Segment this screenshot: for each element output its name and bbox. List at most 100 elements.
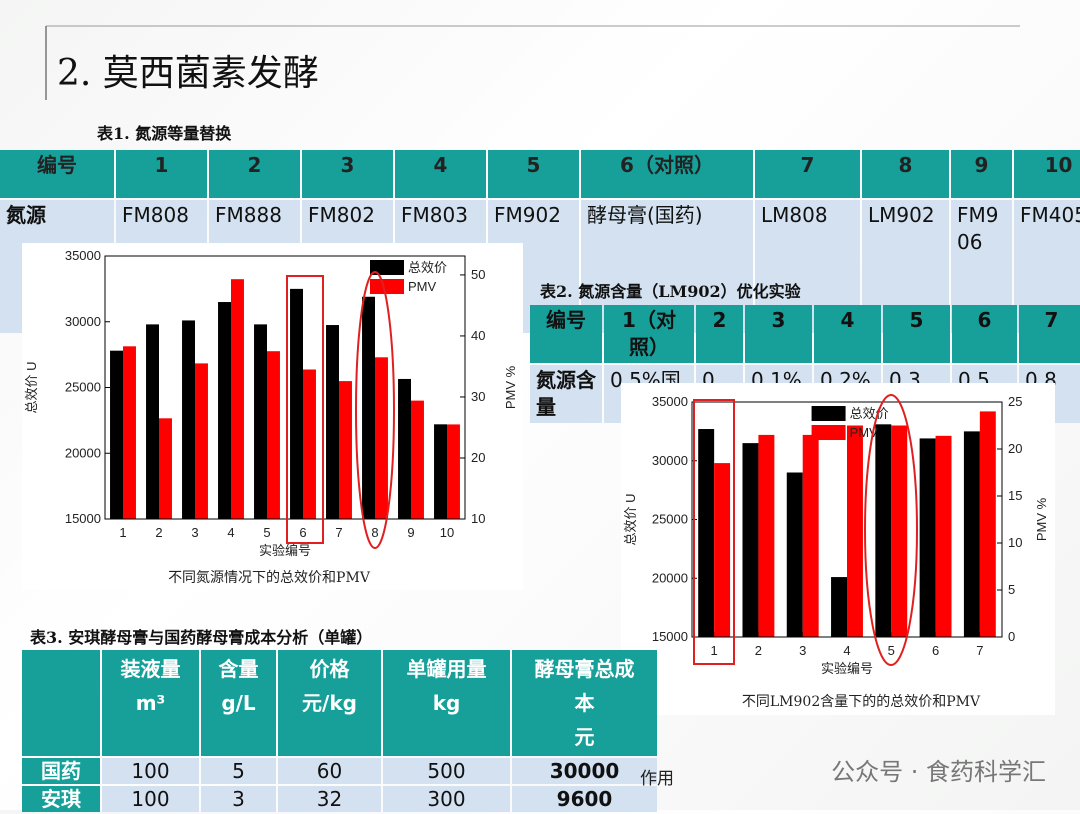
bar xyxy=(123,346,136,519)
table-row: 安琪 100 3 32 300 9600 xyxy=(22,786,657,812)
y2-axis-label: PMV % xyxy=(1034,497,1049,541)
header-cell: 5 xyxy=(883,305,950,363)
legend-label: PMV xyxy=(408,279,437,294)
header-cell: 4 xyxy=(395,150,486,198)
y-tick-label: 25000 xyxy=(65,380,101,395)
table-cell: 300 xyxy=(383,786,510,812)
y2-tick-label: 5 xyxy=(1008,582,1015,597)
header-cell: 3 xyxy=(745,305,812,363)
bar xyxy=(875,424,892,637)
header-cell: 4 xyxy=(814,305,881,363)
bar xyxy=(979,411,996,637)
y-tick-label: 30000 xyxy=(65,314,101,329)
header-cell: 酵母膏总成本元 xyxy=(512,650,657,756)
table-row: 装液量 m³ 含量 g/L 价格 元/kg 单罐用量 kg 酵母膏总成本元 xyxy=(22,650,657,756)
bar xyxy=(786,472,803,637)
x-tick-label: 8 xyxy=(371,525,378,540)
x-tick-label: 4 xyxy=(227,525,234,540)
y-tick-label: 15000 xyxy=(65,511,101,526)
header-cell: 含量 g/L xyxy=(201,650,276,756)
x-tick-label: 4 xyxy=(843,643,850,658)
header-cell: 6 xyxy=(952,305,1017,363)
y-tick-label: 35000 xyxy=(652,394,688,409)
header-cell xyxy=(22,650,100,756)
x-tick-label: 5 xyxy=(263,525,270,540)
header-line: 元 xyxy=(574,725,595,749)
table-cell: 9600 xyxy=(512,786,657,812)
header-cell: 1 xyxy=(116,150,207,198)
y2-tick-label: 15 xyxy=(1008,488,1022,503)
bar xyxy=(802,434,819,637)
header-cell: 2 xyxy=(696,305,743,363)
y2-tick-label: 20 xyxy=(471,450,485,465)
table-row: 编号 1（对照） 2 3 4 5 6 7 xyxy=(530,305,1080,363)
header-cell: 5 xyxy=(488,150,579,198)
bar xyxy=(891,425,908,637)
y2-tick-label: 0 xyxy=(1008,629,1015,644)
table-cell: 5 xyxy=(201,758,276,784)
header-line: m³ xyxy=(135,691,166,715)
table-cell: 100 xyxy=(102,758,199,784)
y-axis-label: 总效价 U xyxy=(24,361,39,413)
y2-tick-label: 50 xyxy=(471,267,485,282)
table-cell: 氮源含量 xyxy=(530,365,602,423)
bar xyxy=(326,325,339,519)
header-line: g/L xyxy=(221,691,256,715)
x-tick-label: 6 xyxy=(932,643,939,658)
y-tick-label: 20000 xyxy=(652,570,688,585)
bar xyxy=(831,577,847,637)
bar xyxy=(146,324,159,519)
bar xyxy=(303,369,316,519)
y2-tick-label: 10 xyxy=(1008,535,1022,550)
title-frame xyxy=(45,25,1020,100)
header-cell: 编号 xyxy=(530,305,602,363)
bar xyxy=(267,351,280,519)
y2-tick-label: 30 xyxy=(471,389,485,404)
y-tick-label: 25000 xyxy=(652,512,688,527)
bar xyxy=(434,424,447,519)
y2-tick-label: 10 xyxy=(471,511,485,526)
header-cell: 价格 元/kg xyxy=(278,650,381,756)
legend-swatch xyxy=(811,406,846,421)
table-cell: 60 xyxy=(278,758,381,784)
bar xyxy=(375,357,388,519)
bar xyxy=(290,288,303,519)
y2-axis-label: PMV % xyxy=(503,365,518,409)
x-tick-label: 6 xyxy=(299,525,306,540)
header-line: 酵母膏总成 xyxy=(534,657,635,681)
bar xyxy=(195,363,208,519)
header-cell: 9 xyxy=(951,150,1012,198)
bar xyxy=(758,434,775,637)
bar xyxy=(339,381,352,519)
table-cell: 3 xyxy=(201,786,276,812)
x-axis-label: 实验编号 xyxy=(259,543,311,558)
bar xyxy=(218,302,231,519)
x-axis-label: 实验编号 xyxy=(821,661,873,676)
chart: 15000 20000 25000 30000 35000 10 20 30 40 50 1 2 3 4 5… xyxy=(22,243,523,590)
table-cell: 国药 xyxy=(22,758,100,784)
header-cell: 编号 xyxy=(0,150,114,198)
bar xyxy=(847,425,863,637)
y-tick-label: 15000 xyxy=(652,629,688,644)
header-cell: 1（对照） xyxy=(604,305,694,363)
table: 装液量 m³ 含量 g/L 价格 元/kg 单罐用量 kg 酵母膏总成本元国药 100 5 60 500… xyxy=(20,648,659,814)
bar xyxy=(714,463,731,637)
chart: 15000 20000 25000 30000 35000 0 5 10 15 20 25 1 2 3 4 5… xyxy=(621,383,1055,715)
text-fragment: 作用 xyxy=(640,769,674,789)
x-tick-label: 3 xyxy=(191,525,198,540)
x-tick-label: 7 xyxy=(976,643,983,658)
bar xyxy=(159,418,172,519)
x-tick-label: 7 xyxy=(335,525,342,540)
legend-label: 总效价 xyxy=(850,406,889,421)
chart-caption: 不同LM902含量下的的总效价和PMV xyxy=(742,694,981,710)
header-cell: 3 xyxy=(302,150,393,198)
header-line: 单罐用量 xyxy=(406,657,487,681)
header-line: kg xyxy=(432,691,461,715)
watermark: 公众号 · 食药科学汇 xyxy=(831,758,1046,786)
bar xyxy=(698,429,715,637)
x-tick-label: 2 xyxy=(155,525,162,540)
bar xyxy=(742,443,759,637)
y2-tick-label: 40 xyxy=(471,328,485,343)
